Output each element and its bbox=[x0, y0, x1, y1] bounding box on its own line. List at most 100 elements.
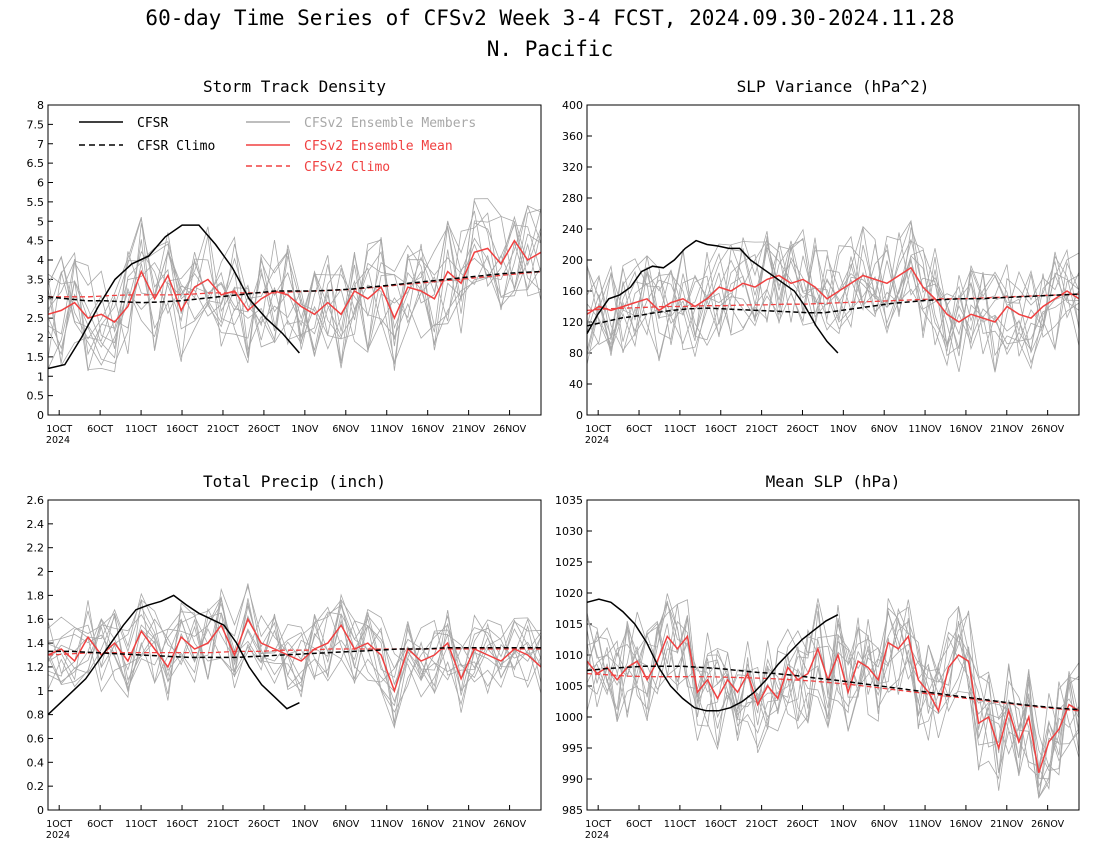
x-tick-label: 21NOV bbox=[990, 424, 1024, 435]
ensemble-member-line bbox=[586, 246, 1080, 356]
y-tick-label: 1010 bbox=[555, 649, 583, 662]
y-tick-label: 0.8 bbox=[27, 709, 45, 722]
panel-title: Mean SLP (hPa) bbox=[766, 472, 901, 491]
chart-title-line1: 60-day Time Series of CFSv2 Week 3-4 FCS… bbox=[145, 6, 955, 30]
y-tick-label: 8 bbox=[37, 99, 44, 112]
x-tick-label: 11NOV bbox=[370, 424, 404, 435]
y-tick-label: 1 bbox=[37, 685, 44, 698]
y-tick-label: 990 bbox=[562, 773, 583, 786]
x-tick-label: 21OCT bbox=[746, 819, 778, 830]
y-tick-label: 0.2 bbox=[27, 780, 45, 793]
ensemble-member-line bbox=[47, 199, 542, 359]
x-tick-label: 1OCT bbox=[585, 424, 611, 435]
ensemble-member-line bbox=[47, 599, 542, 724]
y-tick-label: 2.6 bbox=[27, 494, 45, 507]
ensemble-member-line bbox=[47, 205, 542, 364]
ensemble-member-line bbox=[47, 215, 542, 365]
x-tick-label: 1OCT bbox=[46, 819, 72, 830]
cfsr-climo-line bbox=[47, 270, 542, 304]
cfsr-climo-line bbox=[48, 647, 541, 659]
legend: CFSR CFSR Climo CFSv2 Ensemble Members CFSv… bbox=[79, 116, 476, 175]
ensemble-member-line bbox=[47, 599, 542, 726]
x-year-label: 2024 bbox=[585, 435, 609, 446]
y-tick-label: 1000 bbox=[555, 711, 583, 724]
x-tick-label: 16OCT bbox=[705, 424, 737, 435]
ensemble-mean-line bbox=[47, 239, 542, 323]
y-tick-label: 2 bbox=[37, 566, 44, 579]
ensemble-mean-line bbox=[586, 634, 1080, 774]
chart-panel-3: Total Precip (inch) 0 0.2 0.4 0.6 0.8 1 1.2 1.4 1… bbox=[27, 472, 542, 841]
panel-title: Storm Track Density bbox=[203, 77, 386, 96]
y-tick-label: 0 bbox=[576, 409, 583, 422]
x-year-label: 2024 bbox=[46, 435, 70, 446]
plot-frame bbox=[586, 104, 1080, 416]
x-tick-label: 6NOV bbox=[332, 424, 359, 435]
legend-cfsr-label: CFSR bbox=[137, 116, 168, 131]
x-tick-label: 6NOV bbox=[871, 819, 898, 830]
x-tick-label: 26NOV bbox=[1031, 819, 1065, 830]
x-tick-label: 21OCT bbox=[207, 819, 239, 830]
x-tick-label: 1NOV bbox=[830, 424, 857, 435]
y-tick-label: 1.4 bbox=[27, 637, 45, 650]
x-tick-label: 11OCT bbox=[125, 424, 157, 435]
x-tick-label: 11NOV bbox=[909, 819, 943, 830]
y-tick-label: 1020 bbox=[555, 587, 583, 600]
x-tick-label: 6NOV bbox=[332, 819, 359, 830]
y-tick-label: 1025 bbox=[555, 556, 583, 569]
legend-ensemble-mean-label: CFSv2 Ensemble Mean bbox=[304, 139, 453, 154]
x-tick-label: 26NOV bbox=[1031, 424, 1065, 435]
legend-cfsv2-climo-label: CFSv2 Climo bbox=[304, 160, 390, 175]
y-tick-label: 200 bbox=[562, 254, 583, 267]
cfsv2-climo-line bbox=[47, 648, 541, 656]
x-tick-label: 6OCT bbox=[626, 424, 652, 435]
y-tick-label: 1015 bbox=[555, 618, 583, 631]
x-tick-label: 16NOV bbox=[949, 819, 983, 830]
y-tick-label: 1.2 bbox=[27, 661, 45, 674]
y-tick-label: 5 bbox=[37, 215, 44, 228]
ensemble-member-line bbox=[586, 231, 1080, 359]
x-tick-label: 6OCT bbox=[626, 819, 652, 830]
chart-panel-2: SLP Variance (hPa^2) 0 40 80 120 160 200 240 280… bbox=[562, 77, 1080, 446]
x-tick-label: 1NOV bbox=[291, 819, 318, 830]
x-tick-label: 6NOV bbox=[871, 424, 898, 435]
y-tick-label: 0 bbox=[37, 804, 44, 817]
y-tick-label: 1.8 bbox=[27, 589, 45, 602]
y-tick-label: 1030 bbox=[555, 525, 583, 538]
y-tick-label: 0 bbox=[37, 409, 44, 422]
x-tick-label: 21NOV bbox=[452, 819, 486, 830]
y-tick-label: 2.5 bbox=[27, 312, 45, 325]
ensemble-member-line bbox=[586, 606, 1080, 798]
y-tick-label: 120 bbox=[562, 316, 583, 329]
cfsr-climo-line bbox=[586, 293, 1080, 327]
x-tick-label: 6OCT bbox=[87, 424, 113, 435]
x-tick-label: 26NOV bbox=[493, 424, 527, 435]
y-tick-label: 240 bbox=[562, 223, 583, 236]
x-tick-label: 26NOV bbox=[493, 819, 527, 830]
y-tick-label: 2.4 bbox=[27, 518, 45, 531]
x-tick-label: 21NOV bbox=[452, 424, 486, 435]
x-tick-label: 11OCT bbox=[125, 819, 157, 830]
cfsr-line bbox=[586, 239, 839, 354]
ensemble-member-line bbox=[586, 599, 1080, 780]
ensemble-member-line bbox=[586, 598, 1080, 780]
ensemble-member-line bbox=[586, 225, 1080, 365]
ensemble-member-line bbox=[47, 597, 542, 701]
y-tick-label: 0.6 bbox=[27, 732, 45, 745]
y-tick-label: 3 bbox=[37, 293, 44, 306]
y-tick-label: 1005 bbox=[555, 680, 583, 693]
y-tick-label: 80 bbox=[569, 347, 583, 360]
x-tick-label: 1OCT bbox=[585, 819, 611, 830]
ensemble-member-line bbox=[586, 241, 1080, 353]
x-tick-label: 6OCT bbox=[87, 819, 113, 830]
y-tick-label: 320 bbox=[562, 161, 583, 174]
cfsr-line bbox=[47, 224, 300, 370]
ensemble-member-line bbox=[47, 210, 542, 362]
plot-frame bbox=[47, 104, 542, 416]
x-tick-label: 16NOV bbox=[411, 424, 445, 435]
x-tick-label: 16OCT bbox=[166, 424, 198, 435]
y-tick-label: 6.5 bbox=[27, 157, 45, 170]
y-tick-label: 0.4 bbox=[27, 756, 45, 769]
cfsv2-climo-line bbox=[48, 270, 542, 298]
x-tick-label: 11OCT bbox=[664, 424, 696, 435]
